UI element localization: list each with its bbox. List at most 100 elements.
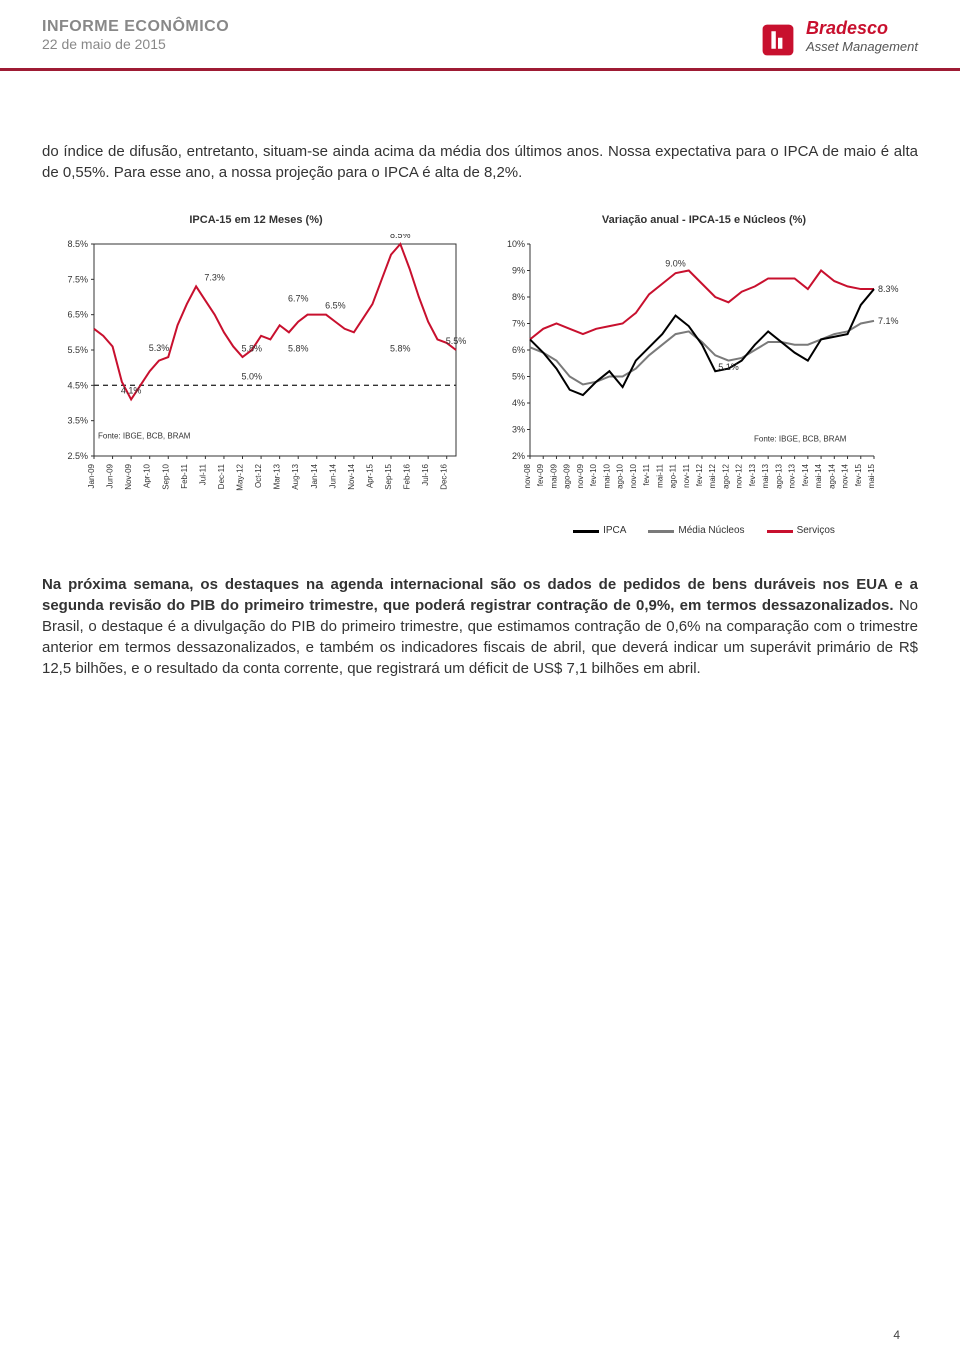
- svg-text:ago-13: ago-13: [774, 464, 783, 489]
- svg-text:fev-11: fev-11: [642, 464, 651, 486]
- svg-text:fev-15: fev-15: [854, 464, 863, 487]
- svg-text:ago-11: ago-11: [669, 464, 678, 489]
- svg-text:5.3%: 5.3%: [149, 343, 170, 353]
- conclusion-bold: Na próxima semana, os destaques na agend…: [42, 576, 918, 614]
- svg-text:nov-12: nov-12: [735, 464, 744, 489]
- svg-text:5.1%: 5.1%: [718, 362, 739, 372]
- legend-nucleos: Média Núcleos: [648, 524, 744, 538]
- svg-text:5.8%: 5.8%: [390, 344, 411, 354]
- svg-text:2.5%: 2.5%: [67, 451, 88, 461]
- svg-text:4.1%: 4.1%: [121, 386, 142, 396]
- svg-text:ago-09: ago-09: [563, 464, 572, 489]
- svg-text:10%: 10%: [507, 239, 525, 249]
- logo-brand: Bradesco: [806, 18, 918, 39]
- svg-text:fev-13: fev-13: [748, 464, 757, 487]
- chart2-svg: 10% 9% 8% 7% 6% 5% 4% 3% 2% nov-08 fev-09 mai-09 ago…: [490, 234, 918, 514]
- svg-text:Apr-15: Apr-15: [365, 464, 374, 489]
- svg-text:Oct-12: Oct-12: [254, 464, 263, 489]
- svg-text:mai-15: mai-15: [867, 464, 876, 489]
- svg-text:6%: 6%: [512, 345, 525, 355]
- svg-text:4%: 4%: [512, 398, 525, 408]
- svg-text:2%: 2%: [512, 451, 525, 461]
- chart-ipca15: IPCA-15 em 12 Meses (%) 8.5% 7.5% 6.5% 5.5%…: [42, 213, 470, 538]
- svg-text:6.5%: 6.5%: [325, 301, 346, 311]
- svg-text:ago-12: ago-12: [721, 464, 730, 489]
- svg-text:fev-10: fev-10: [589, 464, 598, 487]
- svg-text:Jul-16: Jul-16: [421, 464, 430, 486]
- svg-text:fev-12: fev-12: [695, 464, 704, 487]
- svg-text:fev-14: fev-14: [801, 464, 810, 487]
- content-body: do índice de difusão, entretanto, situam…: [0, 71, 960, 699]
- svg-text:8.3%: 8.3%: [878, 284, 899, 294]
- legend-ipca: IPCA: [573, 524, 626, 538]
- svg-text:6.7%: 6.7%: [288, 294, 309, 304]
- chart1-title: IPCA-15 em 12 Meses (%): [42, 213, 470, 228]
- svg-text:9%: 9%: [512, 266, 525, 276]
- svg-text:7.1%: 7.1%: [878, 316, 899, 326]
- svg-text:mai-11: mai-11: [655, 464, 664, 488]
- svg-text:ago-10: ago-10: [616, 464, 625, 489]
- chart1-svg: 8.5% 7.5% 6.5% 5.5% 4.5% 3.5% 2.5% Jan-09 Jun-09…: [42, 234, 470, 514]
- svg-text:Jul-11: Jul-11: [198, 464, 207, 486]
- svg-text:mai-12: mai-12: [708, 464, 717, 489]
- charts-row: IPCA-15 em 12 Meses (%) 8.5% 7.5% 6.5% 5.5%…: [42, 213, 918, 538]
- svg-text:5.8%: 5.8%: [242, 344, 263, 354]
- page-header: INFORME ECONÔMICO 22 de maio de 2015 Bra…: [0, 0, 960, 71]
- svg-text:Jan-14: Jan-14: [310, 464, 319, 489]
- svg-text:7.5%: 7.5%: [67, 275, 88, 285]
- chart2-title: Variação anual - IPCA-15 e Núcleos (%): [490, 213, 918, 228]
- svg-text:5%: 5%: [512, 372, 525, 382]
- svg-text:May-12: May-12: [236, 464, 245, 491]
- svg-text:Aug-13: Aug-13: [291, 464, 300, 490]
- svg-text:Dec-16: Dec-16: [440, 464, 449, 490]
- svg-text:Fonte: IBGE, BCB, BRAM: Fonte: IBGE, BCB, BRAM: [754, 435, 847, 444]
- svg-text:7%: 7%: [512, 319, 525, 329]
- svg-text:3%: 3%: [512, 425, 525, 435]
- header-left: INFORME ECONÔMICO 22 de maio de 2015: [42, 18, 229, 52]
- svg-text:mai-10: mai-10: [602, 464, 611, 489]
- svg-text:5.8%: 5.8%: [288, 344, 309, 354]
- conclusion-paragraph: Na próxima semana, os destaques na agend…: [42, 574, 918, 679]
- logo-text: Bradesco Asset Management: [806, 18, 918, 54]
- svg-text:Dec-11: Dec-11: [217, 464, 226, 490]
- legend-servicos: Serviços: [767, 524, 835, 538]
- svg-text:fev-09: fev-09: [536, 464, 545, 487]
- svg-text:Jun-14: Jun-14: [328, 464, 337, 489]
- svg-text:nov-08: nov-08: [523, 464, 532, 489]
- svg-text:4.5%: 4.5%: [67, 381, 88, 391]
- svg-text:3.5%: 3.5%: [67, 416, 88, 426]
- chart-variacao: Variação anual - IPCA-15 e Núcleos (%) 1…: [490, 213, 918, 538]
- svg-text:Sep-15: Sep-15: [384, 464, 393, 490]
- svg-text:6.5%: 6.5%: [67, 310, 88, 320]
- intro-paragraph: do índice de difusão, entretanto, situam…: [42, 141, 918, 183]
- svg-text:Sep-10: Sep-10: [161, 464, 170, 490]
- page-number: 4: [893, 1328, 900, 1342]
- logo-sub: Asset Management: [806, 39, 918, 54]
- svg-text:nov-13: nov-13: [788, 464, 797, 489]
- svg-text:Nov-09: Nov-09: [124, 464, 133, 490]
- report-date: 22 de maio de 2015: [42, 36, 229, 52]
- svg-text:ago-14: ago-14: [827, 464, 836, 489]
- svg-text:mai-14: mai-14: [814, 464, 823, 489]
- svg-text:nov-11: nov-11: [682, 464, 691, 488]
- svg-text:mai-09: mai-09: [549, 464, 558, 489]
- svg-text:nov-14: nov-14: [841, 464, 850, 489]
- chart2-legend: IPCA Média Núcleos Serviços: [490, 524, 918, 538]
- svg-text:8.5%: 8.5%: [67, 239, 88, 249]
- svg-text:Apr-10: Apr-10: [143, 464, 152, 489]
- brand-logo: Bradesco Asset Management: [756, 18, 918, 62]
- svg-text:5.0%: 5.0%: [242, 372, 263, 382]
- svg-text:Jan-09: Jan-09: [87, 464, 96, 489]
- svg-text:Feb-16: Feb-16: [403, 464, 412, 490]
- svg-text:5.5%: 5.5%: [446, 336, 467, 346]
- svg-text:Nov-14: Nov-14: [347, 464, 356, 490]
- svg-text:7.3%: 7.3%: [204, 273, 225, 283]
- svg-text:mai-13: mai-13: [761, 464, 770, 489]
- svg-text:8.5%: 8.5%: [390, 234, 411, 240]
- svg-text:8%: 8%: [512, 292, 525, 302]
- svg-text:Feb-11: Feb-11: [180, 464, 189, 489]
- svg-text:Mar-13: Mar-13: [273, 464, 282, 490]
- svg-text:nov-10: nov-10: [629, 464, 638, 489]
- svg-text:Jun-09: Jun-09: [106, 464, 115, 489]
- svg-text:Fonte: IBGE, BCB, BRAM: Fonte: IBGE, BCB, BRAM: [98, 432, 191, 441]
